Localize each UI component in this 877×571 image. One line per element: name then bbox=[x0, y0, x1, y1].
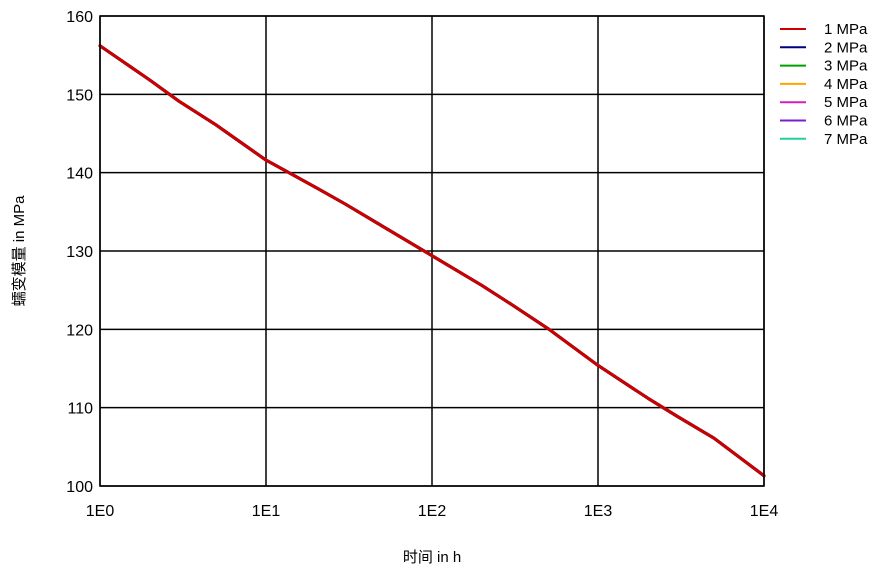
series-layer bbox=[98, 44, 766, 478]
x-tick-label: 1E4 bbox=[750, 503, 779, 520]
legend-label: 6 MPa bbox=[824, 113, 868, 130]
legend-label: 1 MPa bbox=[824, 21, 868, 38]
y-tick-label: 140 bbox=[66, 166, 93, 183]
x-tick-label: 1E1 bbox=[252, 503, 281, 520]
y-tick-label: 120 bbox=[66, 322, 93, 339]
legend-label: 3 MPa bbox=[824, 58, 868, 75]
x-axis-label: 时间 in h bbox=[403, 549, 461, 566]
y-tick-label: 150 bbox=[66, 87, 93, 104]
series-line bbox=[98, 44, 766, 478]
legend-label: 7 MPa bbox=[824, 131, 868, 148]
legend-label: 5 MPa bbox=[824, 94, 868, 111]
y-axis-label: 蠕变模量 in MPa bbox=[11, 195, 28, 307]
x-tick-label: 1E2 bbox=[418, 503, 447, 520]
grid-layer bbox=[99, 15, 765, 487]
y-tick-label: 130 bbox=[66, 244, 93, 261]
tick-layer: 1E0 1E1 1E2 1E3 1E4 100 110 120 130 140 150 160 bbox=[66, 9, 778, 520]
legend-label: 4 MPa bbox=[824, 76, 868, 93]
y-tick-label: 100 bbox=[66, 479, 93, 496]
legend-label: 2 MPa bbox=[824, 39, 868, 56]
x-tick-label: 1E0 bbox=[86, 503, 115, 520]
y-tick-label: 110 bbox=[67, 401, 93, 418]
plot-frame bbox=[99, 15, 765, 487]
x-tick-label: 1E3 bbox=[584, 503, 613, 520]
y-tick-label: 160 bbox=[66, 9, 93, 26]
